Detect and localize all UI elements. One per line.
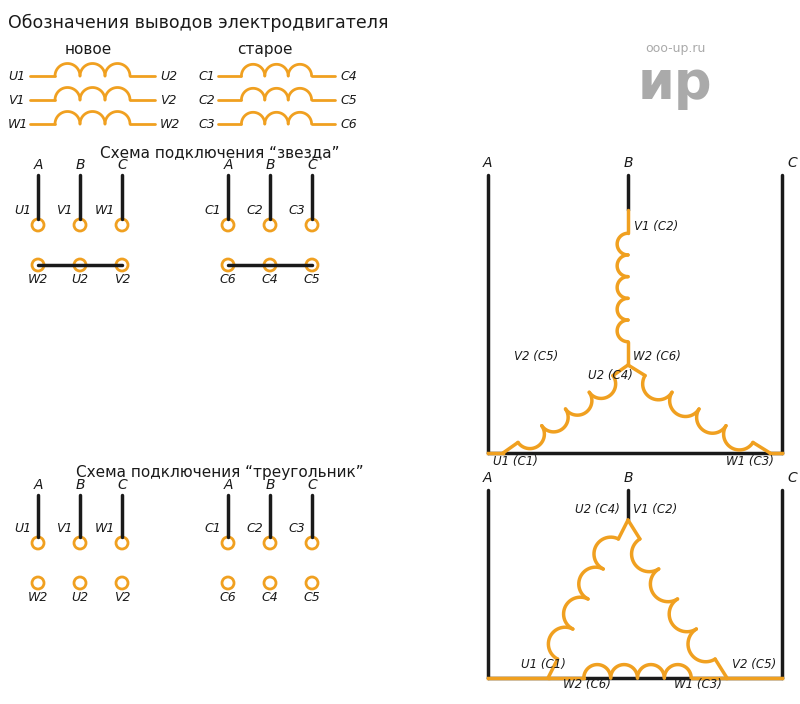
Text: C6: C6 bbox=[220, 591, 236, 604]
Text: C6: C6 bbox=[220, 273, 236, 286]
Text: W2: W2 bbox=[28, 273, 48, 286]
Text: A: A bbox=[223, 158, 233, 172]
Text: C: C bbox=[307, 478, 317, 492]
Text: B: B bbox=[266, 478, 274, 492]
Text: A: A bbox=[483, 471, 493, 485]
Text: A: A bbox=[34, 478, 42, 492]
Text: C5: C5 bbox=[304, 591, 320, 604]
Text: W1: W1 bbox=[94, 522, 115, 535]
Text: U2: U2 bbox=[71, 273, 89, 286]
Text: U1 (C1): U1 (C1) bbox=[493, 455, 538, 468]
Text: V1 (C2): V1 (C2) bbox=[634, 220, 678, 233]
Text: U1 (C1): U1 (C1) bbox=[521, 658, 566, 671]
Text: W1: W1 bbox=[94, 204, 115, 217]
Text: B: B bbox=[75, 158, 85, 172]
Text: C3: C3 bbox=[288, 522, 305, 535]
Text: Схема подключения “звезда”: Схема подключения “звезда” bbox=[100, 145, 340, 160]
Text: A: A bbox=[223, 478, 233, 492]
Text: V2 (C5): V2 (C5) bbox=[514, 350, 558, 363]
Text: U1: U1 bbox=[8, 70, 25, 82]
Text: V2 (C5): V2 (C5) bbox=[732, 658, 776, 671]
Text: A: A bbox=[483, 156, 493, 170]
Text: Обозначения выводов электродвигателя: Обозначения выводов электродвигателя bbox=[8, 14, 389, 32]
Text: W2 (C6): W2 (C6) bbox=[633, 350, 681, 363]
Text: U2: U2 bbox=[71, 591, 89, 604]
Text: C5: C5 bbox=[304, 273, 320, 286]
Text: V2: V2 bbox=[160, 94, 177, 106]
Text: W1: W1 bbox=[8, 118, 28, 130]
Text: B: B bbox=[623, 156, 633, 170]
Text: C2: C2 bbox=[246, 204, 263, 217]
Text: V1: V1 bbox=[57, 204, 73, 217]
Text: V1: V1 bbox=[57, 522, 73, 535]
Text: V1: V1 bbox=[8, 94, 25, 106]
Text: U2: U2 bbox=[160, 70, 177, 82]
Text: ир: ир bbox=[638, 58, 713, 110]
Text: C: C bbox=[117, 478, 127, 492]
Text: B: B bbox=[266, 158, 274, 172]
Text: C4: C4 bbox=[262, 591, 278, 604]
Text: C5: C5 bbox=[340, 94, 357, 106]
Text: старое: старое bbox=[238, 42, 293, 57]
Text: V2: V2 bbox=[114, 273, 130, 286]
Text: B: B bbox=[623, 471, 633, 485]
Text: C: C bbox=[117, 158, 127, 172]
Text: новое: новое bbox=[64, 42, 112, 57]
Text: U1: U1 bbox=[14, 204, 31, 217]
Text: C4: C4 bbox=[340, 70, 357, 82]
Text: B: B bbox=[75, 478, 85, 492]
Text: A: A bbox=[34, 158, 42, 172]
Text: Схема подключения “треугольник”: Схема подключения “треугольник” bbox=[76, 465, 364, 480]
Text: ooo-up.ru: ooo-up.ru bbox=[645, 42, 706, 55]
Text: W2: W2 bbox=[28, 591, 48, 604]
Text: V2: V2 bbox=[114, 591, 130, 604]
Text: U2 (C4): U2 (C4) bbox=[588, 369, 633, 382]
Text: U1: U1 bbox=[14, 522, 31, 535]
Text: C2: C2 bbox=[246, 522, 263, 535]
Text: W1 (C3): W1 (C3) bbox=[726, 455, 774, 468]
Text: C: C bbox=[307, 158, 317, 172]
Text: U2 (C4): U2 (C4) bbox=[575, 503, 620, 516]
Text: C1: C1 bbox=[204, 204, 221, 217]
Text: C6: C6 bbox=[340, 118, 357, 130]
Text: C2: C2 bbox=[198, 94, 214, 106]
Text: C4: C4 bbox=[262, 273, 278, 286]
Text: W2: W2 bbox=[160, 118, 180, 130]
Text: W1 (C3): W1 (C3) bbox=[674, 678, 722, 691]
Text: C1: C1 bbox=[198, 70, 214, 82]
Text: W2 (C6): W2 (C6) bbox=[563, 678, 611, 691]
Text: V1 (C2): V1 (C2) bbox=[633, 503, 678, 516]
Text: C3: C3 bbox=[198, 118, 214, 130]
Text: C: C bbox=[787, 156, 797, 170]
Text: C3: C3 bbox=[288, 204, 305, 217]
Text: C: C bbox=[787, 471, 797, 485]
Text: C1: C1 bbox=[204, 522, 221, 535]
